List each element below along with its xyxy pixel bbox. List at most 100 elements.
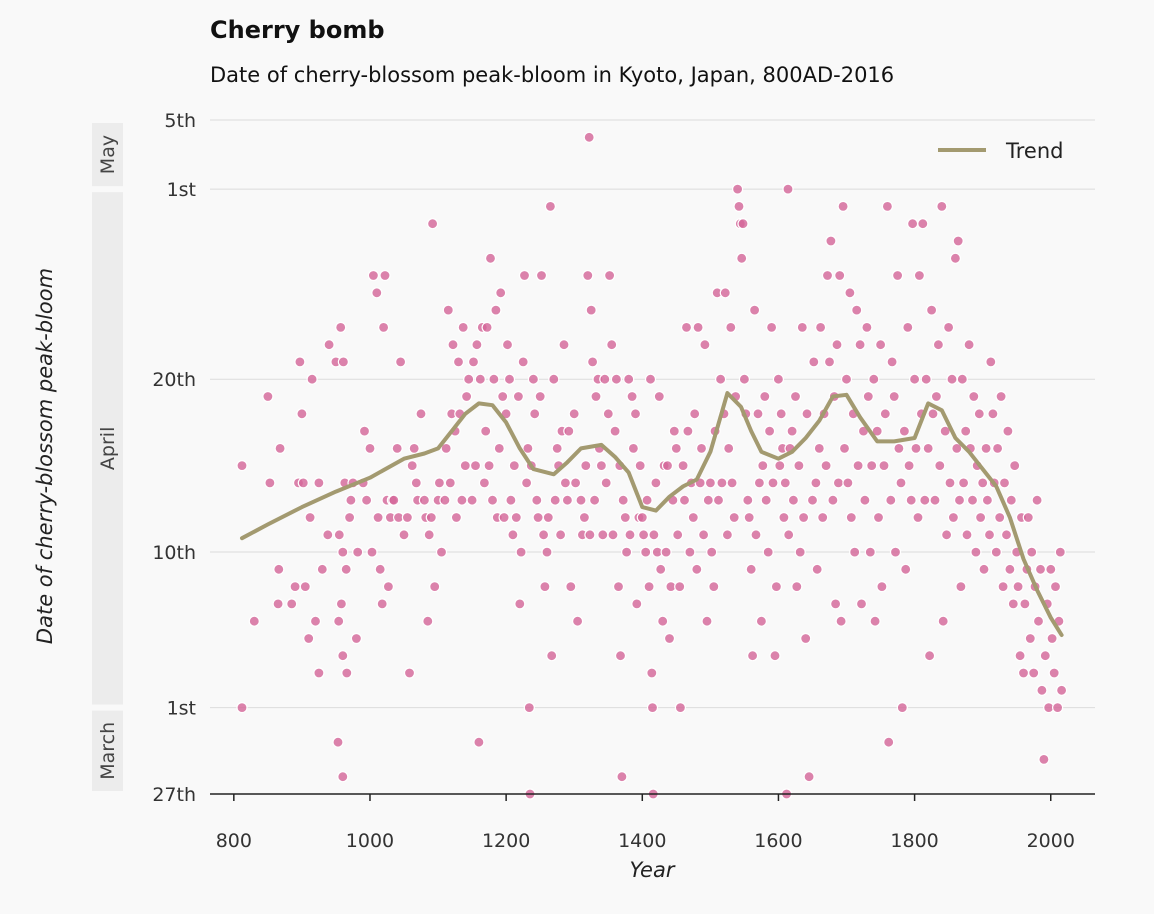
bloom-point: [906, 218, 919, 230]
bloom-point: [471, 339, 483, 351]
bloom-point: [753, 477, 766, 489]
bloom-point: [345, 494, 357, 506]
bloom-point: [332, 736, 344, 748]
bloom-point: [845, 511, 857, 524]
bloom-point: [433, 477, 445, 489]
bloom-point: [586, 356, 599, 368]
y-tick-label: 10th: [152, 542, 196, 564]
bloom-point: [488, 373, 500, 385]
bloom-point: [855, 598, 868, 610]
bloom-point: [900, 563, 912, 575]
bloom-point: [480, 425, 492, 437]
bloom-point: [527, 373, 540, 385]
bloom-point: [868, 373, 880, 385]
bloom-point: [974, 511, 987, 524]
bloom-point: [661, 460, 674, 472]
bloom-point: [859, 494, 871, 506]
bloom-point: [721, 529, 734, 541]
bloom-point: [575, 494, 587, 506]
bloom-point: [678, 494, 691, 506]
bloom-point: [942, 321, 955, 333]
bloom-point: [929, 494, 941, 506]
bloom-point: [691, 563, 703, 575]
bloom-point: [973, 408, 985, 420]
bloom-point: [838, 442, 851, 454]
bloom-point: [361, 494, 373, 506]
bloom-point: [337, 546, 349, 558]
bloom-point: [957, 477, 970, 489]
bloom-point: [450, 511, 462, 524]
bloom-point: [831, 339, 843, 351]
bloom-point: [1000, 529, 1013, 541]
bloom-point: [546, 650, 558, 662]
bloom-point: [507, 529, 519, 541]
bloom-point: [469, 460, 482, 472]
y-tick-label: 5th: [164, 110, 196, 132]
bloom-point: [810, 477, 822, 489]
y-axis-title: Date of cherry-blossom peak-bloom: [33, 268, 57, 644]
bloom-point: [303, 632, 315, 645]
bloom-point: [558, 339, 570, 351]
x-tick-label: 2000: [1027, 830, 1075, 852]
bloom-point: [712, 494, 725, 506]
bloom-point: [874, 339, 887, 351]
bloom-point: [936, 200, 948, 212]
bloom-point: [663, 632, 676, 645]
bloom-point: [796, 321, 808, 333]
bloom-point: [568, 408, 580, 420]
bloom-point: [895, 477, 907, 489]
bloom-point: [590, 390, 602, 403]
bloom-point: [1051, 701, 1064, 714]
bloom-point: [755, 615, 768, 627]
bloom-point: [821, 269, 834, 282]
chart-subtitle: Date of cherry-blossom peak-bloom in Kyo…: [210, 63, 894, 87]
bloom-point: [991, 442, 1004, 454]
bloom-point: [889, 546, 902, 558]
legend: Trend: [938, 139, 1063, 163]
bloom-point: [248, 615, 260, 627]
bloom-point: [977, 477, 989, 489]
x-tick-label: 1600: [754, 830, 802, 852]
bloom-point: [966, 494, 979, 506]
bloom-point: [952, 235, 964, 247]
bloom-point: [956, 373, 968, 385]
bloom-point: [636, 511, 648, 524]
bloom-point: [352, 546, 364, 558]
month-band-march: [92, 710, 123, 791]
bloom-point: [913, 269, 926, 282]
bloom-point: [820, 460, 832, 472]
bloom-point: [582, 269, 594, 282]
bloom-point: [763, 425, 776, 437]
bloom-point: [643, 580, 655, 593]
bloom-point: [699, 339, 711, 351]
bloom-point: [800, 632, 812, 645]
bloom-point: [849, 546, 861, 558]
bloom-point: [814, 321, 827, 333]
bloom-point: [736, 252, 748, 264]
bloom-point: [429, 580, 441, 593]
bloom-point: [1009, 460, 1021, 472]
bloom-point: [631, 598, 643, 610]
bloom-point: [684, 546, 696, 558]
bloom-point: [949, 252, 962, 264]
bloom-point: [813, 442, 825, 454]
bloom-point: [616, 771, 628, 783]
bloom-point: [640, 546, 652, 558]
bloom-point: [1049, 580, 1062, 593]
bloom-point: [910, 442, 922, 454]
bloom-point: [447, 339, 459, 351]
bloom-point: [629, 408, 642, 420]
bloom-point: [963, 339, 975, 351]
bloom-point: [650, 477, 662, 489]
bloom-point: [501, 339, 514, 351]
bloom-point: [548, 373, 560, 385]
bloom-point: [951, 442, 963, 454]
bloom-point: [670, 442, 682, 454]
bloom-point: [296, 408, 308, 420]
bloom-point: [944, 477, 956, 489]
bloom-point: [920, 373, 932, 385]
bloom-point: [762, 546, 774, 558]
bloom-point: [422, 615, 434, 627]
bloom-point: [610, 373, 623, 385]
bloom-point: [620, 546, 633, 558]
